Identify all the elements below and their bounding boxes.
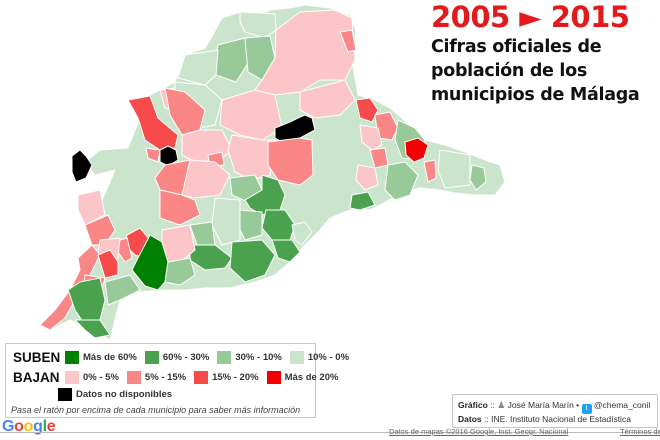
- legend-down-label: BAJAN: [13, 370, 60, 385]
- legend: SUBEN Más de 60% 60% - 30% 30% - 10% 10%…: [5, 343, 349, 418]
- terms-of-use-link[interactable]: Términos de uso: [620, 427, 660, 436]
- legend-item: 60% - 30%: [144, 351, 210, 364]
- legend-hint: Pasa el ratón por encima de cada municip…: [11, 405, 301, 415]
- legend-item: 30% - 10%: [217, 351, 282, 364]
- municipality[interactable]: [164, 257, 196, 286]
- swatch-up-10-30: [217, 351, 232, 364]
- footer-divider: [0, 432, 660, 433]
- legend-item-label: 10% - 0%: [307, 352, 350, 363]
- swatch-up-30-60: [144, 351, 159, 364]
- swatch-down-5-15: [126, 371, 141, 384]
- google-logo-letter: g: [33, 418, 43, 435]
- legend-row-no-data: Datos no disponibles: [58, 388, 180, 401]
- separator: ::: [487, 400, 498, 410]
- legend-item-label: 0% - 5%: [83, 372, 119, 383]
- municipality[interactable]: [219, 89, 283, 141]
- municipality[interactable]: [404, 137, 429, 163]
- municipality[interactable]: [77, 189, 106, 226]
- municipality[interactable]: [339, 29, 357, 53]
- title-line-2: población de los: [431, 61, 587, 81]
- title-block: 2005 ► 2015 Cifras oficiales de població…: [431, 0, 640, 107]
- municipality[interactable]: [145, 147, 161, 163]
- municipality[interactable]: [349, 191, 376, 211]
- legend-item-label: 30% - 10%: [235, 352, 282, 363]
- municipality[interactable]: [267, 137, 314, 186]
- municipality-no-data[interactable]: [71, 149, 93, 183]
- municipality[interactable]: [177, 49, 219, 86]
- municipality[interactable]: [227, 134, 276, 181]
- municipality[interactable]: [67, 277, 106, 326]
- credits-data-label: Datos: [458, 414, 482, 424]
- swatch-down-0-5: [65, 371, 79, 384]
- google-logo-letter: o: [14, 418, 24, 435]
- google-logo-letter: e: [46, 418, 56, 435]
- legend-item-label: 60% - 30%: [162, 352, 210, 363]
- legend-item-label: Datos no disponibles: [76, 389, 173, 400]
- municipality[interactable]: [84, 214, 116, 246]
- municipality[interactable]: [211, 197, 241, 246]
- legend-item: Datos no disponibles: [58, 388, 172, 401]
- bullet: •: [573, 400, 582, 410]
- swatch-up-60-plus: [65, 351, 79, 364]
- title-years: 2005 ► 2015: [431, 0, 630, 34]
- municipality[interactable]: [127, 95, 179, 151]
- municipality[interactable]: [97, 249, 119, 279]
- legend-item: Más de 20%: [266, 371, 339, 384]
- swatch-down-20-plus: [266, 371, 281, 384]
- municipality[interactable]: [104, 274, 141, 306]
- municipality[interactable]: [355, 164, 379, 191]
- municipality[interactable]: [74, 319, 111, 339]
- title-line-3: municipios de Málaga: [431, 85, 640, 105]
- credits-graphic-line: Gráfico :: ♟ José María Marín • t @chema…: [458, 400, 657, 414]
- twitter-icon[interactable]: t: [581, 404, 592, 414]
- municipality[interactable]: [437, 149, 471, 189]
- swatch-down-15-20: [194, 371, 209, 384]
- person-icon: ♟: [497, 400, 506, 410]
- municipality[interactable]: [159, 189, 201, 226]
- credits-box: Gráfico :: ♟ José María Marín • t @chema…: [452, 394, 658, 428]
- legend-item-label: Más de 20%: [284, 372, 339, 383]
- legend-item-label: 15% - 20%: [212, 372, 259, 383]
- title-subtitle: Cifras oficiales de población de los mun…: [431, 35, 640, 107]
- google-logo-letter: l: [42, 418, 47, 435]
- author-name[interactable]: José María Marín: [507, 400, 574, 410]
- legend-item: 5% - 15%: [126, 371, 187, 384]
- separator: ::: [481, 414, 492, 424]
- swatch-no-data: [58, 388, 72, 401]
- municipality[interactable]: [39, 244, 101, 331]
- municipality[interactable]: [254, 9, 356, 96]
- municipality-no-data[interactable]: [274, 114, 316, 143]
- data-source[interactable]: INE. Instituto Nacional de Estadística: [491, 414, 631, 424]
- google-logo-letter: G: [2, 418, 15, 435]
- map-data-attribution[interactable]: Datos de mapas ©2016 Google, Inst. Geogr…: [389, 427, 569, 436]
- municipality[interactable]: [384, 161, 419, 201]
- legend-row-up: SUBEN Más de 60% 60% - 30% 30% - 10% 10%…: [6, 350, 357, 365]
- swatch-up-0-10: [289, 351, 304, 364]
- credits-graphic-label: Gráfico: [458, 400, 488, 410]
- google-logo-letter: o: [23, 418, 34, 435]
- title-line-1: Cifras oficiales de: [431, 37, 602, 57]
- legend-item: 15% - 20%: [194, 371, 259, 384]
- google-logo[interactable]: Google: [2, 418, 56, 436]
- legend-row-down: BAJAN 0% - 5% 5% - 15% 15% - 20% Más de …: [6, 370, 346, 385]
- municipality[interactable]: [291, 221, 313, 246]
- credits-data-line: Datos :: INE. Instituto Nacional de Esta…: [458, 414, 657, 425]
- legend-item: 0% - 5%: [65, 371, 119, 384]
- legend-up-label: SUBEN: [13, 350, 61, 365]
- legend-item: 10% - 0%: [289, 351, 350, 364]
- municipality[interactable]: [229, 239, 276, 283]
- legend-item: Más de 60%: [65, 351, 137, 364]
- municipality-no-data[interactable]: [159, 145, 179, 167]
- twitter-handle[interactable]: @chema_conil: [593, 400, 651, 410]
- legend-item-label: Más de 60%: [83, 352, 137, 363]
- municipality[interactable]: [359, 124, 383, 151]
- municipality[interactable]: [271, 239, 301, 263]
- municipality[interactable]: [299, 79, 356, 119]
- legend-item-label: 5% - 15%: [144, 372, 187, 383]
- municipality[interactable]: [423, 159, 437, 183]
